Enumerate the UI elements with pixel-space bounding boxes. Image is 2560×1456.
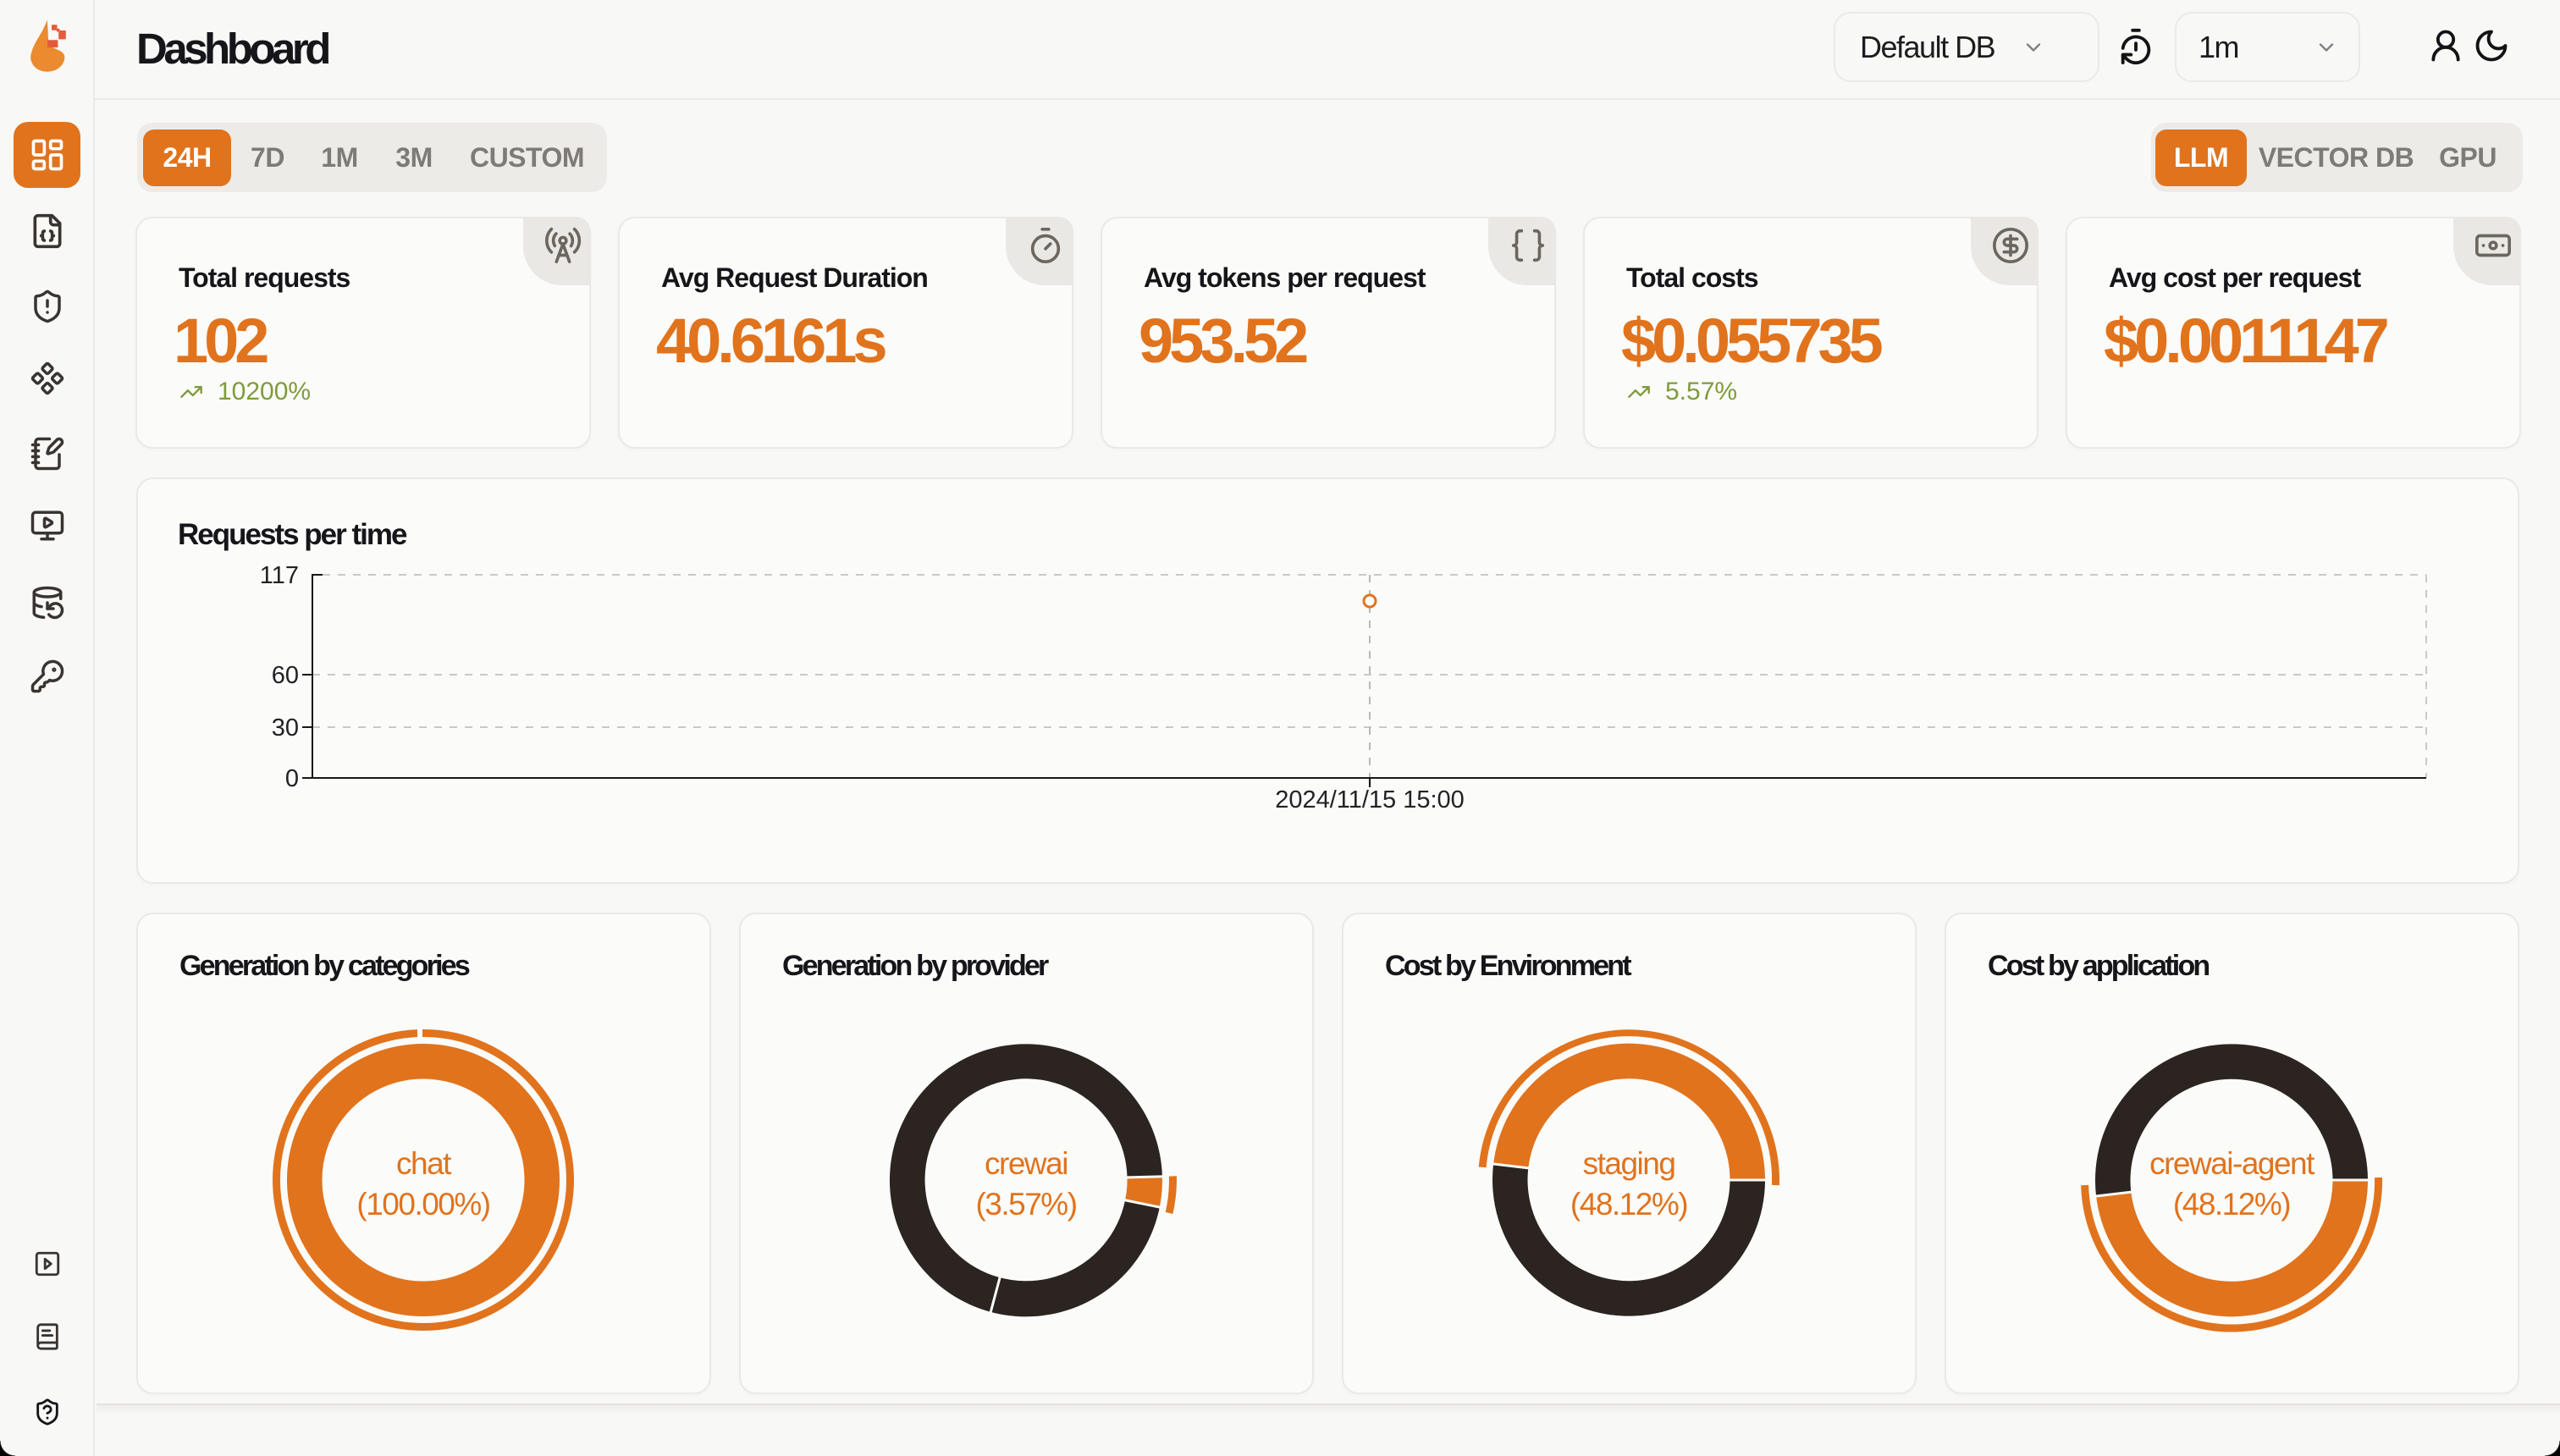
svg-text:117: 117 [260,562,299,589]
svg-text:30: 30 [272,714,299,742]
svg-text:0: 0 [285,765,299,792]
svg-text:2024/11/15 15:00: 2024/11/15 15:00 [1275,786,1465,813]
svg-text:60: 60 [272,662,299,689]
